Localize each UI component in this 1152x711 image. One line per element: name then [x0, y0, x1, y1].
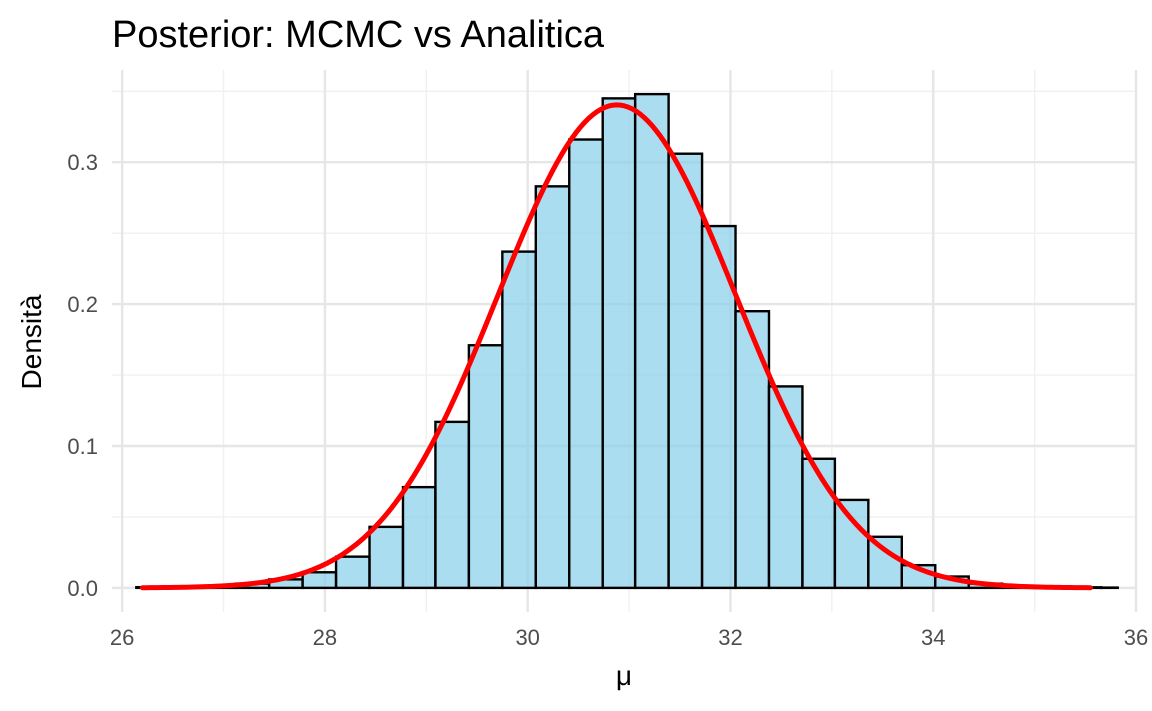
y-tick-label: 0.3	[67, 150, 98, 175]
histogram-bar	[434, 420, 471, 590]
analytic-density-curve	[139, 102, 1093, 591]
histogram-bar	[667, 152, 704, 590]
histogram-bar	[301, 571, 338, 590]
histogram-bar	[368, 525, 405, 590]
x-tick-label: 32	[718, 625, 742, 650]
y-tick-label: 0.1	[67, 434, 98, 459]
y-tick-label: 0.2	[67, 292, 98, 317]
histogram-bar	[601, 97, 637, 590]
histogram-bar	[534, 185, 571, 590]
x-axis-tick-labels: 26 28 30 32 34 36	[110, 625, 1148, 650]
histogram-bar	[867, 535, 903, 590]
histogram-bars	[135, 92, 1119, 590]
histogram-bar	[501, 250, 537, 590]
histogram-bar	[334, 555, 371, 590]
y-axis-tick-labels: 0.0 0.1 0.2 0.3	[67, 150, 98, 601]
x-tick-label: 36	[1124, 625, 1148, 650]
x-tick-label: 26	[110, 625, 134, 650]
y-axis-title: Densità	[16, 294, 47, 389]
histogram-bar	[568, 138, 604, 590]
y-tick-label: 0.0	[67, 576, 98, 601]
x-tick-label: 34	[921, 625, 945, 650]
histogram-bar	[767, 385, 804, 590]
x-tick-label: 30	[515, 625, 539, 650]
histogram-bar	[833, 498, 870, 590]
x-axis-title: μ	[616, 660, 632, 691]
histogram-bar	[734, 310, 771, 590]
histogram-bar	[633, 92, 670, 590]
x-tick-label: 28	[313, 625, 337, 650]
chart-title: Posterior: MCMC vs Analitica	[112, 14, 605, 56]
histogram-bar	[801, 457, 837, 590]
histogram-bar	[467, 344, 504, 590]
histogram-bar	[401, 485, 437, 590]
